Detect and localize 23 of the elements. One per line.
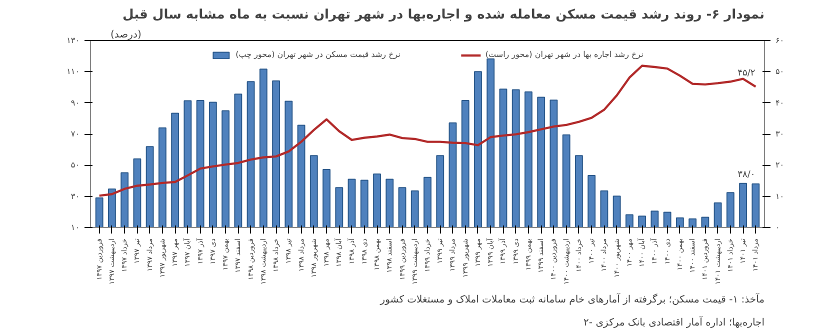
y2-tick-label: ۳۰ xyxy=(776,130,784,138)
y-tick-label: ۵۰ xyxy=(70,160,80,170)
y2-tick-label: ۴۰ xyxy=(776,98,784,108)
data-label: ۴۵/۲ xyxy=(738,68,756,79)
y-tick-label: ۳۰ xyxy=(70,192,80,201)
y-axis-title: (درصد) xyxy=(110,30,142,40)
chart-title: نمودار ۶- روند رشد قیمت مسکن معامله شده و اجاره‌بها در شهر تهران نسبت به ماه مشابه سال قبل xyxy=(122,8,765,22)
legend-label: نرخ رشد اجاره بها در شهر تهران (محور راست) xyxy=(485,50,644,59)
y-tick-label: ۹۰ xyxy=(70,98,80,108)
y2-tick-label: ۵۰ xyxy=(776,67,784,76)
data-label: ۳۸/۰ xyxy=(738,170,756,180)
legend-label: نرخ رشد قیمت مسکن در شهر تهران (محور چپ) xyxy=(236,50,400,59)
y-tick-label: ۷۰ xyxy=(70,130,80,138)
y2-tick-label: ۱۰ xyxy=(776,192,784,201)
y-tick-label: ۱۰ xyxy=(70,223,80,232)
text: ۲- اجاره‌بها؛ اداره آمار اقتصادی بانک مرکزی xyxy=(584,316,765,328)
y-tick-label: ۱۳۰ xyxy=(66,36,80,45)
text: مآخذ: ۱- قیمت مسکن؛ برگرفته از آمارهای خام سامانه ثبت معاملات املاک و مستغلات کشور xyxy=(379,292,765,306)
y2-tick-label: ۲۰ xyxy=(776,160,784,170)
y2-tick-label: ۶۰ xyxy=(776,36,784,45)
y-tick-label: ۱۱۰ xyxy=(66,67,80,76)
y2-tick-label: ۰ xyxy=(776,223,780,232)
line-series xyxy=(98,64,757,197)
